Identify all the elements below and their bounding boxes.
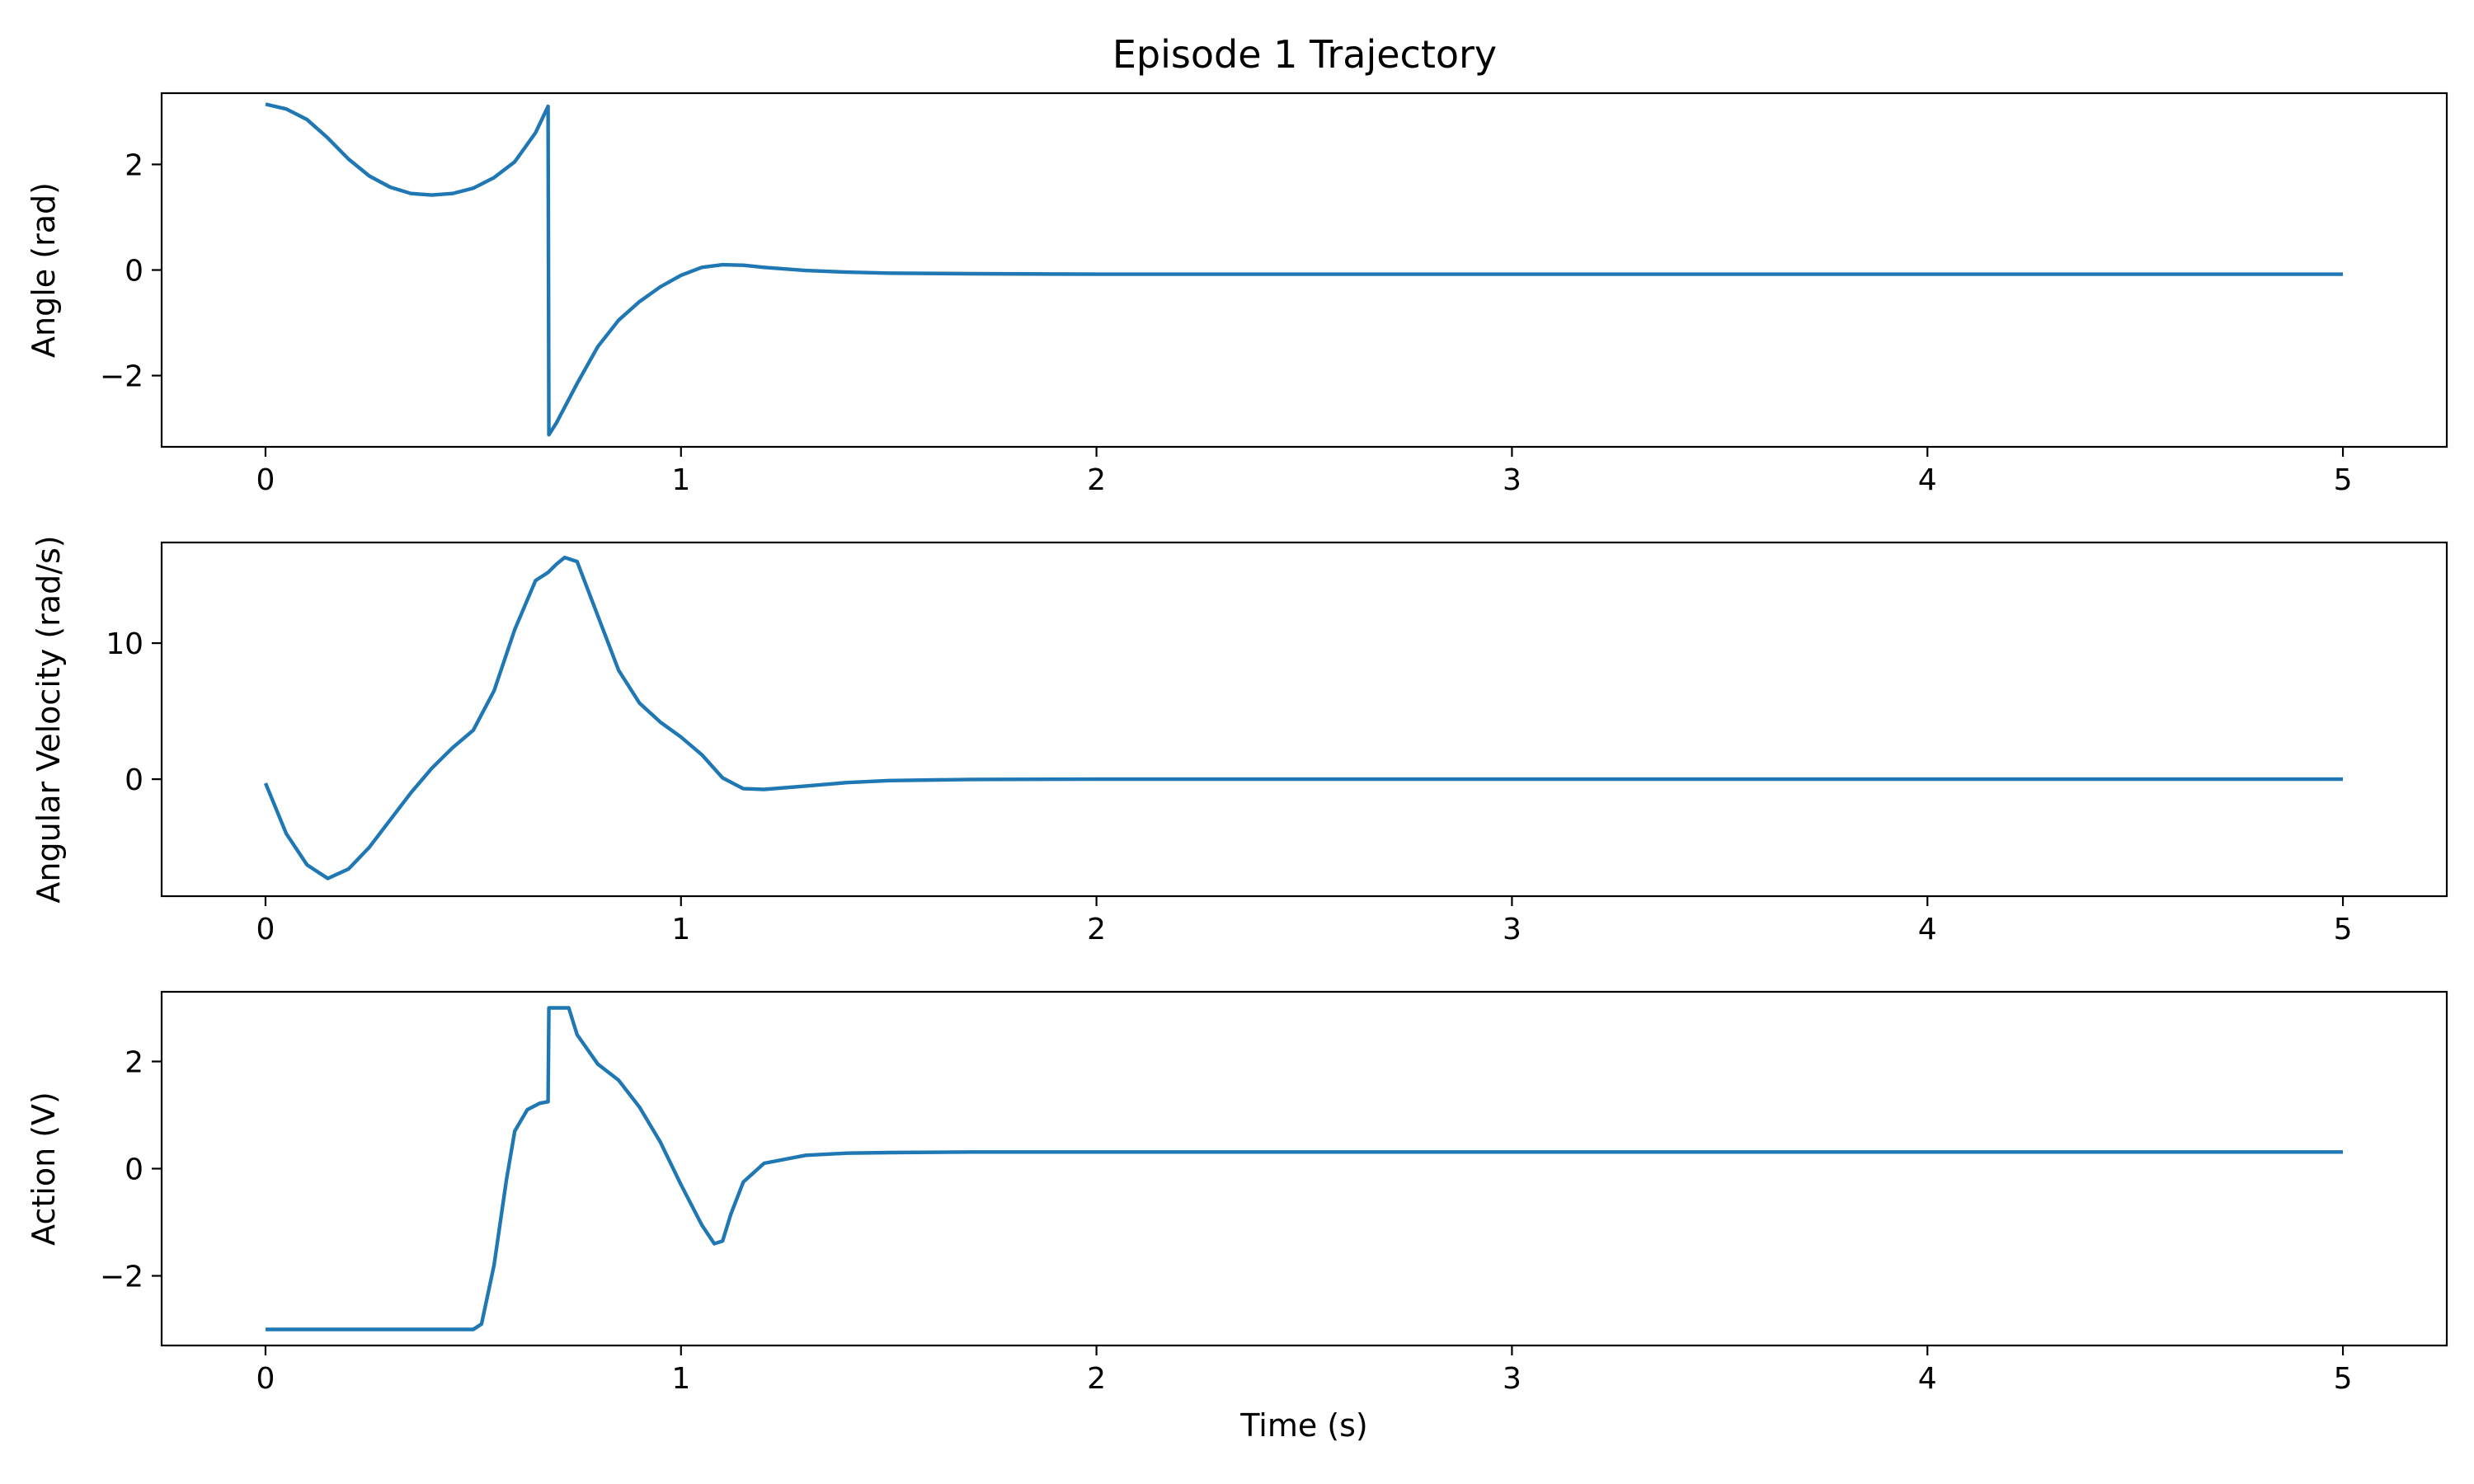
x-tick-label-angular-velocity-3: 3 bbox=[1503, 913, 1522, 946]
y-tick-label-angle--2: −2 bbox=[100, 360, 143, 394]
x-tick-label-angle-1: 1 bbox=[671, 463, 690, 497]
axes-frame-action bbox=[160, 990, 2448, 1347]
y-tick-label-action--2: −2 bbox=[100, 1261, 143, 1294]
y-tick-label-angle-2: 2 bbox=[125, 148, 143, 182]
figure-title: Episode 1 Trajectory bbox=[1112, 32, 1497, 77]
x-tick-label-action-5: 5 bbox=[2334, 1362, 2353, 1396]
axes-frame-angle bbox=[160, 92, 2448, 448]
subplot-angle: 0 1 2 3 4 5 −2 0 2 Angle (rad) bbox=[26, 92, 2448, 497]
y-tick-label-action-2: 2 bbox=[125, 1046, 143, 1080]
x-tick-label-angle-2: 2 bbox=[1087, 463, 1106, 497]
x-tick-label-angle-0: 0 bbox=[256, 463, 275, 497]
y-tick-label-angular-velocity-10: 10 bbox=[106, 627, 143, 661]
x-tick-label-angle-4: 4 bbox=[1918, 463, 1937, 497]
x-axis-label-action: Time (s) bbox=[1239, 1407, 1368, 1444]
subplot-angular-velocity: 0 1 2 3 4 5 0 10 Angular Velocity (rad/s) bbox=[31, 535, 2448, 946]
axes-frame-angular-velocity bbox=[160, 541, 2448, 898]
y-axis-label-angular-velocity: Angular Velocity (rad/s) bbox=[31, 535, 67, 903]
y-tick-label-angle-0: 0 bbox=[125, 255, 143, 289]
series-line-action bbox=[266, 1006, 2343, 1331]
x-tick-label-angular-velocity-0: 0 bbox=[256, 913, 275, 946]
x-tick-label-action-3: 3 bbox=[1503, 1362, 1522, 1396]
x-tick-label-angular-velocity-5: 5 bbox=[2334, 913, 2353, 946]
y-tick-label-action-0: 0 bbox=[125, 1153, 143, 1187]
x-tick-label-angular-velocity-1: 1 bbox=[671, 913, 690, 946]
y-tick-label-angular-velocity-0: 0 bbox=[125, 763, 143, 797]
x-tick-label-angular-velocity-2: 2 bbox=[1087, 913, 1106, 946]
series-line-angular-velocity bbox=[263, 556, 2343, 881]
x-tick-label-angular-velocity-4: 4 bbox=[1918, 913, 1937, 946]
x-tick-label-action-1: 1 bbox=[671, 1362, 690, 1396]
subplot-action: 0 1 2 3 4 5 −2 0 2 Action (V) Time (s) bbox=[26, 990, 2448, 1444]
y-axis-label-angle: Angle (rad) bbox=[26, 182, 62, 358]
x-tick-label-angle-3: 3 bbox=[1503, 463, 1522, 497]
x-tick-label-angle-5: 5 bbox=[2334, 463, 2353, 497]
y-axis-label-action: Action (V) bbox=[26, 1092, 62, 1246]
x-tick-label-action-2: 2 bbox=[1087, 1362, 1106, 1396]
x-tick-label-action-0: 0 bbox=[256, 1362, 275, 1396]
series-line-angle bbox=[265, 102, 2343, 437]
x-tick-label-action-4: 4 bbox=[1918, 1362, 1937, 1396]
